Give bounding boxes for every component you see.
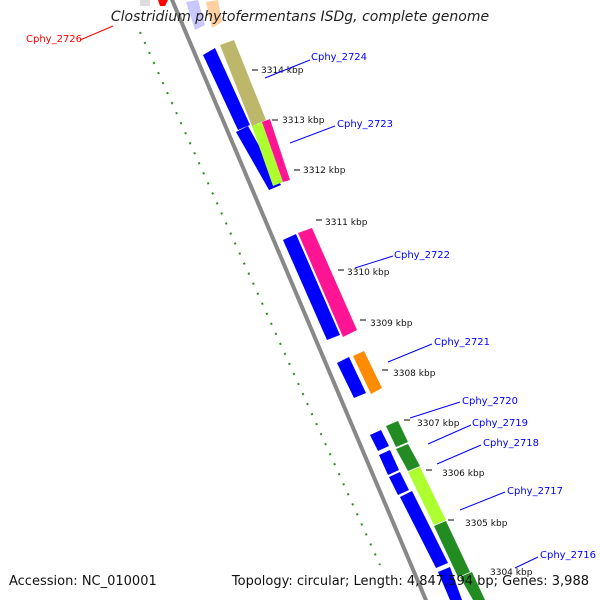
gene-label: Cphy_2719 (472, 418, 528, 429)
tick-label: 3307 kbp (417, 419, 460, 429)
gene-arrow-blue (389, 472, 409, 495)
gene-arrow-blue (400, 491, 448, 568)
gene-label: Cphy_2723 (337, 119, 393, 130)
tick-label: 3310 kbp (347, 268, 390, 278)
genome-backbone (169, 0, 429, 600)
gene-label: Cphy_2722 (394, 250, 450, 261)
label-leader-lines (79, 25, 539, 569)
gene-label: Cphy_2721 (434, 337, 490, 348)
tick-label: 3306 kbp (442, 469, 485, 479)
gene-block-magenta (298, 228, 357, 337)
gene-arrow-blue (438, 567, 462, 600)
gene-label: Cphy_2720 (462, 396, 518, 407)
accession-label: Accession: NC_010001 (9, 574, 157, 589)
gene-arrow-top-gray (140, 0, 150, 6)
gene-block-green (460, 572, 485, 600)
gene-block-green (386, 421, 408, 447)
tick-label: 3304 kbp (490, 568, 533, 578)
gene-arrow-top-lavender (186, 0, 205, 30)
tick-label: 3308 kbp (393, 369, 436, 379)
gene-arrow-blue (370, 430, 389, 451)
gene-label: Cphy_2724 (311, 52, 367, 63)
gene-label: Cphy_2717 (507, 486, 563, 497)
gene-arrow-blue (337, 357, 366, 398)
gene-block-green (434, 521, 470, 577)
tick-label: 3305 kbp (465, 519, 508, 529)
gene-arrow-blue (379, 450, 399, 475)
gene-block-magenta (262, 119, 290, 182)
gene-arrow-blue (283, 234, 340, 340)
gene-label: Cphy_2716 (540, 550, 596, 561)
gene-block-orange (353, 351, 382, 394)
tick-label: 3313 kbp (282, 116, 325, 126)
tick-label: 3309 kbp (370, 319, 413, 329)
tick-marks (252, 69, 454, 521)
tick-label: 3311 kbp (325, 218, 368, 228)
gene-block-olive (220, 40, 266, 126)
gene-block-green (396, 444, 420, 471)
gene-arrow-blue (203, 48, 250, 130)
gene-block-lime (252, 122, 283, 186)
gene-arrow-top-peach (206, 0, 222, 28)
gene-arrow-top-red (158, 0, 168, 6)
map-title: Clostridium phytofermentans ISDg, comple… (110, 9, 490, 25)
gene-label: Cphy_2726 (26, 34, 82, 45)
tick-label: 3312 kbp (303, 166, 346, 176)
genome-summary: Topology: circular; Length: 4,847,594 bp… (231, 574, 589, 589)
gene-block-lime (408, 467, 446, 525)
gene-label: Cphy_2718 (483, 438, 539, 449)
